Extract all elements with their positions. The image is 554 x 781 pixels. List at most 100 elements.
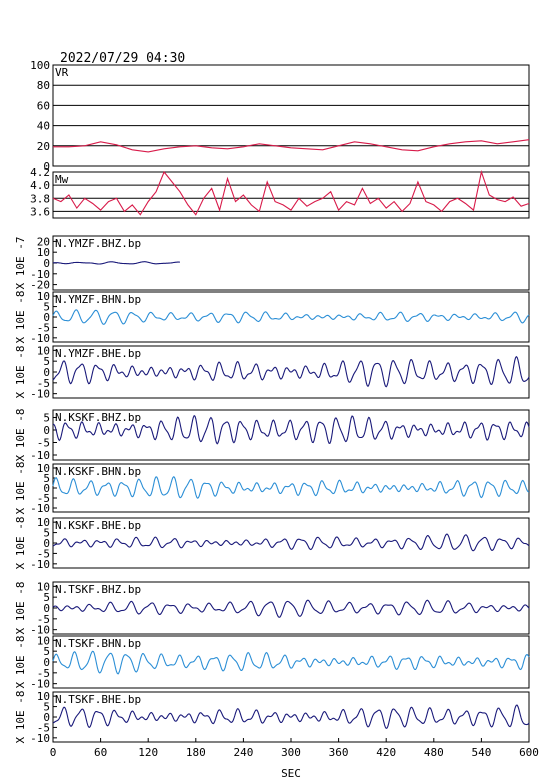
y-tick-label: 0 bbox=[43, 311, 50, 324]
y-tick-label: 0 bbox=[43, 257, 50, 270]
x-tick-label: 420 bbox=[376, 746, 396, 759]
panel-title: N.TSKF.BHN.bp bbox=[55, 637, 141, 650]
panel-title: N.KSKF.BHE.bp bbox=[55, 519, 141, 532]
y-tick-label: -5 bbox=[37, 613, 50, 626]
y-tick-label: -10 bbox=[30, 449, 50, 462]
y-tick-label: 0 bbox=[43, 537, 50, 550]
y-tick-label: -10 bbox=[30, 332, 50, 345]
x-tick-label: 180 bbox=[186, 746, 206, 759]
series-line-0 bbox=[52, 355, 530, 388]
y-axis-label: X 10E -8 bbox=[14, 409, 27, 462]
y-tick-label: -5 bbox=[37, 321, 50, 334]
y-tick-label: -10 bbox=[30, 732, 50, 745]
x-tick-label: 60 bbox=[94, 746, 107, 759]
y-tick-label: -5 bbox=[37, 377, 50, 390]
y-tick-label: 20 bbox=[37, 235, 50, 248]
panel-title: N.YMZF.BHZ.bp bbox=[55, 237, 141, 250]
y-tick-label: 4.2 bbox=[30, 166, 50, 179]
x-tick-label: 120 bbox=[138, 746, 158, 759]
y-tick-label: 10 bbox=[37, 580, 50, 593]
y-axis-label: X 10E -8 bbox=[14, 636, 27, 689]
panel-title: N.TSKF.BHZ.bp bbox=[55, 583, 141, 596]
series-line-0 bbox=[53, 261, 180, 265]
panel-title: VR bbox=[55, 66, 69, 79]
x-tick-label: 360 bbox=[329, 746, 349, 759]
panels-group: 100806040200VR4.24.03.83.6Mw20100-10-20N… bbox=[14, 59, 530, 745]
y-tick-label: 5 bbox=[43, 645, 50, 658]
y-tick-label: 10 bbox=[37, 516, 50, 529]
panel-title: N.KSKF.BHN.bp bbox=[55, 465, 141, 478]
y-tick-label: -5 bbox=[37, 547, 50, 560]
y-tick-label: -10 bbox=[30, 388, 50, 401]
y-tick-label: 10 bbox=[37, 462, 50, 475]
y-tick-label: 10 bbox=[37, 344, 50, 357]
x-axis-label: SEC bbox=[281, 767, 301, 780]
y-tick-label: 5 bbox=[43, 527, 50, 540]
y-tick-label: -5 bbox=[37, 492, 50, 505]
series-line-0 bbox=[52, 309, 530, 325]
y-axis-label: X 10E -8 bbox=[14, 582, 27, 635]
series-line-0 bbox=[52, 650, 530, 675]
y-tick-label: -10 bbox=[30, 502, 50, 515]
y-tick-label: 5 bbox=[43, 701, 50, 714]
panel-title: N.TSKF.BHE.bp bbox=[55, 693, 141, 706]
panel-title: N.YMZF.BHN.bp bbox=[55, 293, 141, 306]
x-tick-label: 240 bbox=[233, 746, 253, 759]
y-tick-label: 5 bbox=[43, 591, 50, 604]
x-axis: 0 60 120 180 240 300 360 420 480 540 600 bbox=[50, 738, 539, 759]
y-tick-label: 0 bbox=[43, 366, 50, 379]
y-tick-label: 5 bbox=[43, 472, 50, 485]
panel-frame bbox=[52, 64, 530, 167]
y-tick-label: 100 bbox=[30, 59, 50, 72]
y-axis-label: X 10E -8 bbox=[14, 517, 27, 570]
series-line-0 bbox=[52, 414, 530, 445]
x-tick-label: 300 bbox=[281, 746, 301, 759]
chart-datetime: 2022/07/29 04:30 bbox=[60, 51, 185, 66]
panel-1: 4.24.03.83.6 Mw bbox=[30, 166, 530, 219]
panel-frame bbox=[52, 409, 530, 461]
y-tick-label: -10 bbox=[30, 678, 50, 691]
x-tick-label: 540 bbox=[471, 746, 491, 759]
y-tick-label: 10 bbox=[37, 246, 50, 259]
panel-title: N.YMZF.BHE.bp bbox=[55, 347, 141, 360]
y-tick-label: -10 bbox=[30, 268, 50, 281]
y-tick-label: 0 bbox=[43, 711, 50, 724]
y-tick-label: 3.6 bbox=[30, 205, 50, 218]
y-axis-label: X 10E -8 bbox=[14, 291, 27, 344]
x-tick-label: 0 bbox=[50, 746, 57, 759]
y-tick-label: 0 bbox=[43, 424, 50, 437]
y-tick-label: -5 bbox=[37, 667, 50, 680]
y-tick-label: 10 bbox=[37, 634, 50, 647]
panel-title: N.KSKF.BHZ.bp bbox=[55, 411, 141, 424]
y-tick-label: 0 bbox=[43, 656, 50, 669]
series-line-0 bbox=[53, 139, 530, 153]
y-tick-label: 0 bbox=[43, 482, 50, 495]
y-tick-label: 20 bbox=[37, 140, 50, 153]
panel-5: 50-5-10 N.KSKF.BHZ.bp X 10E -8 bbox=[14, 409, 530, 462]
y-tick-label: 10 bbox=[37, 690, 50, 703]
series-line-0 bbox=[52, 599, 530, 618]
y-axis-label: X 10E -7 bbox=[14, 237, 27, 290]
y-axis-label: X 10E -8 bbox=[14, 462, 27, 515]
y-axis-label: X 10E -8 bbox=[14, 691, 27, 744]
series-line-0 bbox=[52, 476, 530, 499]
x-tick-label: 480 bbox=[424, 746, 444, 759]
y-axis-label: X 10E -8 bbox=[14, 346, 27, 399]
y-tick-label: -5 bbox=[37, 721, 50, 734]
series-line-0 bbox=[52, 704, 530, 730]
y-tick-label: 3.8 bbox=[30, 192, 50, 205]
y-tick-label: 5 bbox=[43, 301, 50, 314]
x-tick-label: 600 bbox=[519, 746, 539, 759]
y-tick-label: -10 bbox=[30, 624, 50, 637]
y-tick-label: -20 bbox=[30, 279, 50, 292]
panel-title: Mw bbox=[55, 173, 69, 186]
y-tick-label: 60 bbox=[37, 99, 50, 112]
